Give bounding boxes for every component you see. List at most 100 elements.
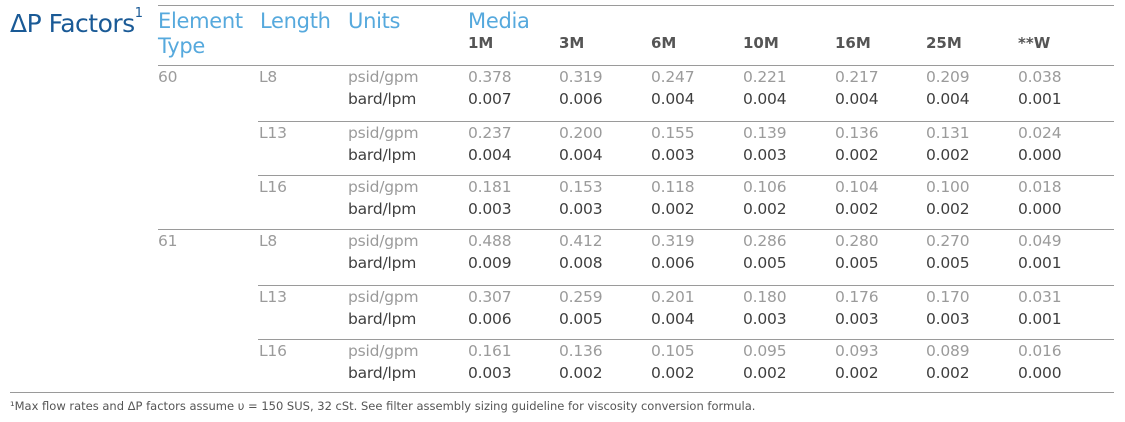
units-psid-gpm: psid/gpm — [348, 178, 419, 196]
value-cell: 0.319 — [651, 232, 695, 250]
media-header-6: **W — [1018, 34, 1051, 52]
value-cell: 0.000 — [1018, 364, 1062, 382]
value-cell: 0.181 — [468, 178, 512, 196]
media-header-0: 1M — [468, 34, 494, 52]
units-psid-gpm: psid/gpm — [348, 232, 419, 250]
length-cell: L8 — [259, 68, 278, 86]
value-cell: 0.016 — [1018, 342, 1062, 360]
value-cell: 0.180 — [743, 288, 787, 306]
value-cell: 0.001 — [1018, 310, 1062, 328]
value-cell: 0.005 — [926, 254, 970, 272]
length-cell: L8 — [259, 232, 278, 250]
value-cell: 0.095 — [743, 342, 787, 360]
value-cell: 0.004 — [559, 146, 603, 164]
value-cell: 0.003 — [743, 146, 787, 164]
value-cell: 0.001 — [1018, 254, 1062, 272]
units-bard-lpm: bard/lpm — [348, 200, 417, 218]
value-cell: 0.259 — [559, 288, 603, 306]
value-cell: 0.488 — [468, 232, 512, 250]
value-cell: 0.038 — [1018, 68, 1062, 86]
value-cell: 0.003 — [468, 364, 512, 382]
value-cell: 0.307 — [468, 288, 512, 306]
group-separator — [158, 229, 1114, 230]
length-cell: L16 — [259, 342, 287, 360]
units-bard-lpm: bard/lpm — [348, 310, 417, 328]
value-cell: 0.006 — [559, 90, 603, 108]
value-cell: 0.003 — [559, 200, 603, 218]
length-cell: L16 — [259, 178, 287, 196]
value-cell: 0.002 — [835, 146, 879, 164]
value-cell: 0.005 — [835, 254, 879, 272]
value-cell: 0.118 — [651, 178, 695, 196]
units-bard-lpm: bard/lpm — [348, 364, 417, 382]
header-length: Length — [260, 9, 331, 33]
value-cell: 0.002 — [743, 364, 787, 382]
media-header-4: 16M — [835, 34, 871, 52]
media-header-5: 25M — [926, 34, 962, 52]
value-cell: 0.155 — [651, 124, 695, 142]
value-cell: 0.153 — [559, 178, 603, 196]
title-text: ΔP Factors — [10, 9, 135, 38]
value-cell: 0.093 — [835, 342, 879, 360]
value-cell: 0.004 — [926, 90, 970, 108]
value-cell: 0.004 — [835, 90, 879, 108]
value-cell: 0.006 — [468, 310, 512, 328]
value-cell: 0.002 — [926, 200, 970, 218]
value-cell: 0.104 — [835, 178, 879, 196]
value-cell: 0.002 — [835, 364, 879, 382]
value-cell: 0.247 — [651, 68, 695, 86]
value-cell: 0.002 — [926, 146, 970, 164]
row-separator — [258, 339, 1114, 340]
units-bard-lpm: bard/lpm — [348, 254, 417, 272]
value-cell: 0.237 — [468, 124, 512, 142]
value-cell: 0.003 — [651, 146, 695, 164]
units-psid-gpm: psid/gpm — [348, 342, 419, 360]
length-cell: L13 — [259, 288, 287, 306]
header-media: Media — [468, 9, 530, 33]
media-header-3: 10M — [743, 34, 779, 52]
value-cell: 0.004 — [743, 90, 787, 108]
value-cell: 0.221 — [743, 68, 787, 86]
value-cell: 0.270 — [926, 232, 970, 250]
value-cell: 0.089 — [926, 342, 970, 360]
table-bottom-rule — [10, 392, 1114, 393]
value-cell: 0.000 — [1018, 146, 1062, 164]
units-bard-lpm: bard/lpm — [348, 146, 417, 164]
value-cell: 0.002 — [835, 200, 879, 218]
value-cell: 0.006 — [651, 254, 695, 272]
title-footnote-mark: 1 — [134, 6, 143, 21]
row-separator — [258, 175, 1114, 176]
value-cell: 0.200 — [559, 124, 603, 142]
value-cell: 0.378 — [468, 68, 512, 86]
value-cell: 0.131 — [926, 124, 970, 142]
value-cell: 0.106 — [743, 178, 787, 196]
length-cell: L13 — [259, 124, 287, 142]
header-units: Units — [348, 9, 401, 33]
value-cell: 0.136 — [835, 124, 879, 142]
value-cell: 0.002 — [926, 364, 970, 382]
value-cell: 0.201 — [651, 288, 695, 306]
value-cell: 0.136 — [559, 342, 603, 360]
value-cell: 0.004 — [651, 310, 695, 328]
value-cell: 0.007 — [468, 90, 512, 108]
value-cell: 0.002 — [651, 364, 695, 382]
header-top-rule — [158, 5, 1114, 6]
units-bard-lpm: bard/lpm — [348, 90, 417, 108]
element-type-cell: 61 — [158, 232, 178, 250]
value-cell: 0.018 — [1018, 178, 1062, 196]
value-cell: 0.139 — [743, 124, 787, 142]
value-cell: 0.024 — [1018, 124, 1062, 142]
media-header-1: 3M — [559, 34, 585, 52]
header-bottom-rule — [158, 65, 1114, 66]
value-cell: 0.319 — [559, 68, 603, 86]
units-psid-gpm: psid/gpm — [348, 288, 419, 306]
value-cell: 0.049 — [1018, 232, 1062, 250]
value-cell: 0.003 — [743, 310, 787, 328]
value-cell: 0.001 — [1018, 90, 1062, 108]
value-cell: 0.004 — [468, 146, 512, 164]
header-element-type: Element Type — [158, 9, 243, 58]
value-cell: 0.209 — [926, 68, 970, 86]
value-cell: 0.217 — [835, 68, 879, 86]
value-cell: 0.161 — [468, 342, 512, 360]
value-cell: 0.286 — [743, 232, 787, 250]
